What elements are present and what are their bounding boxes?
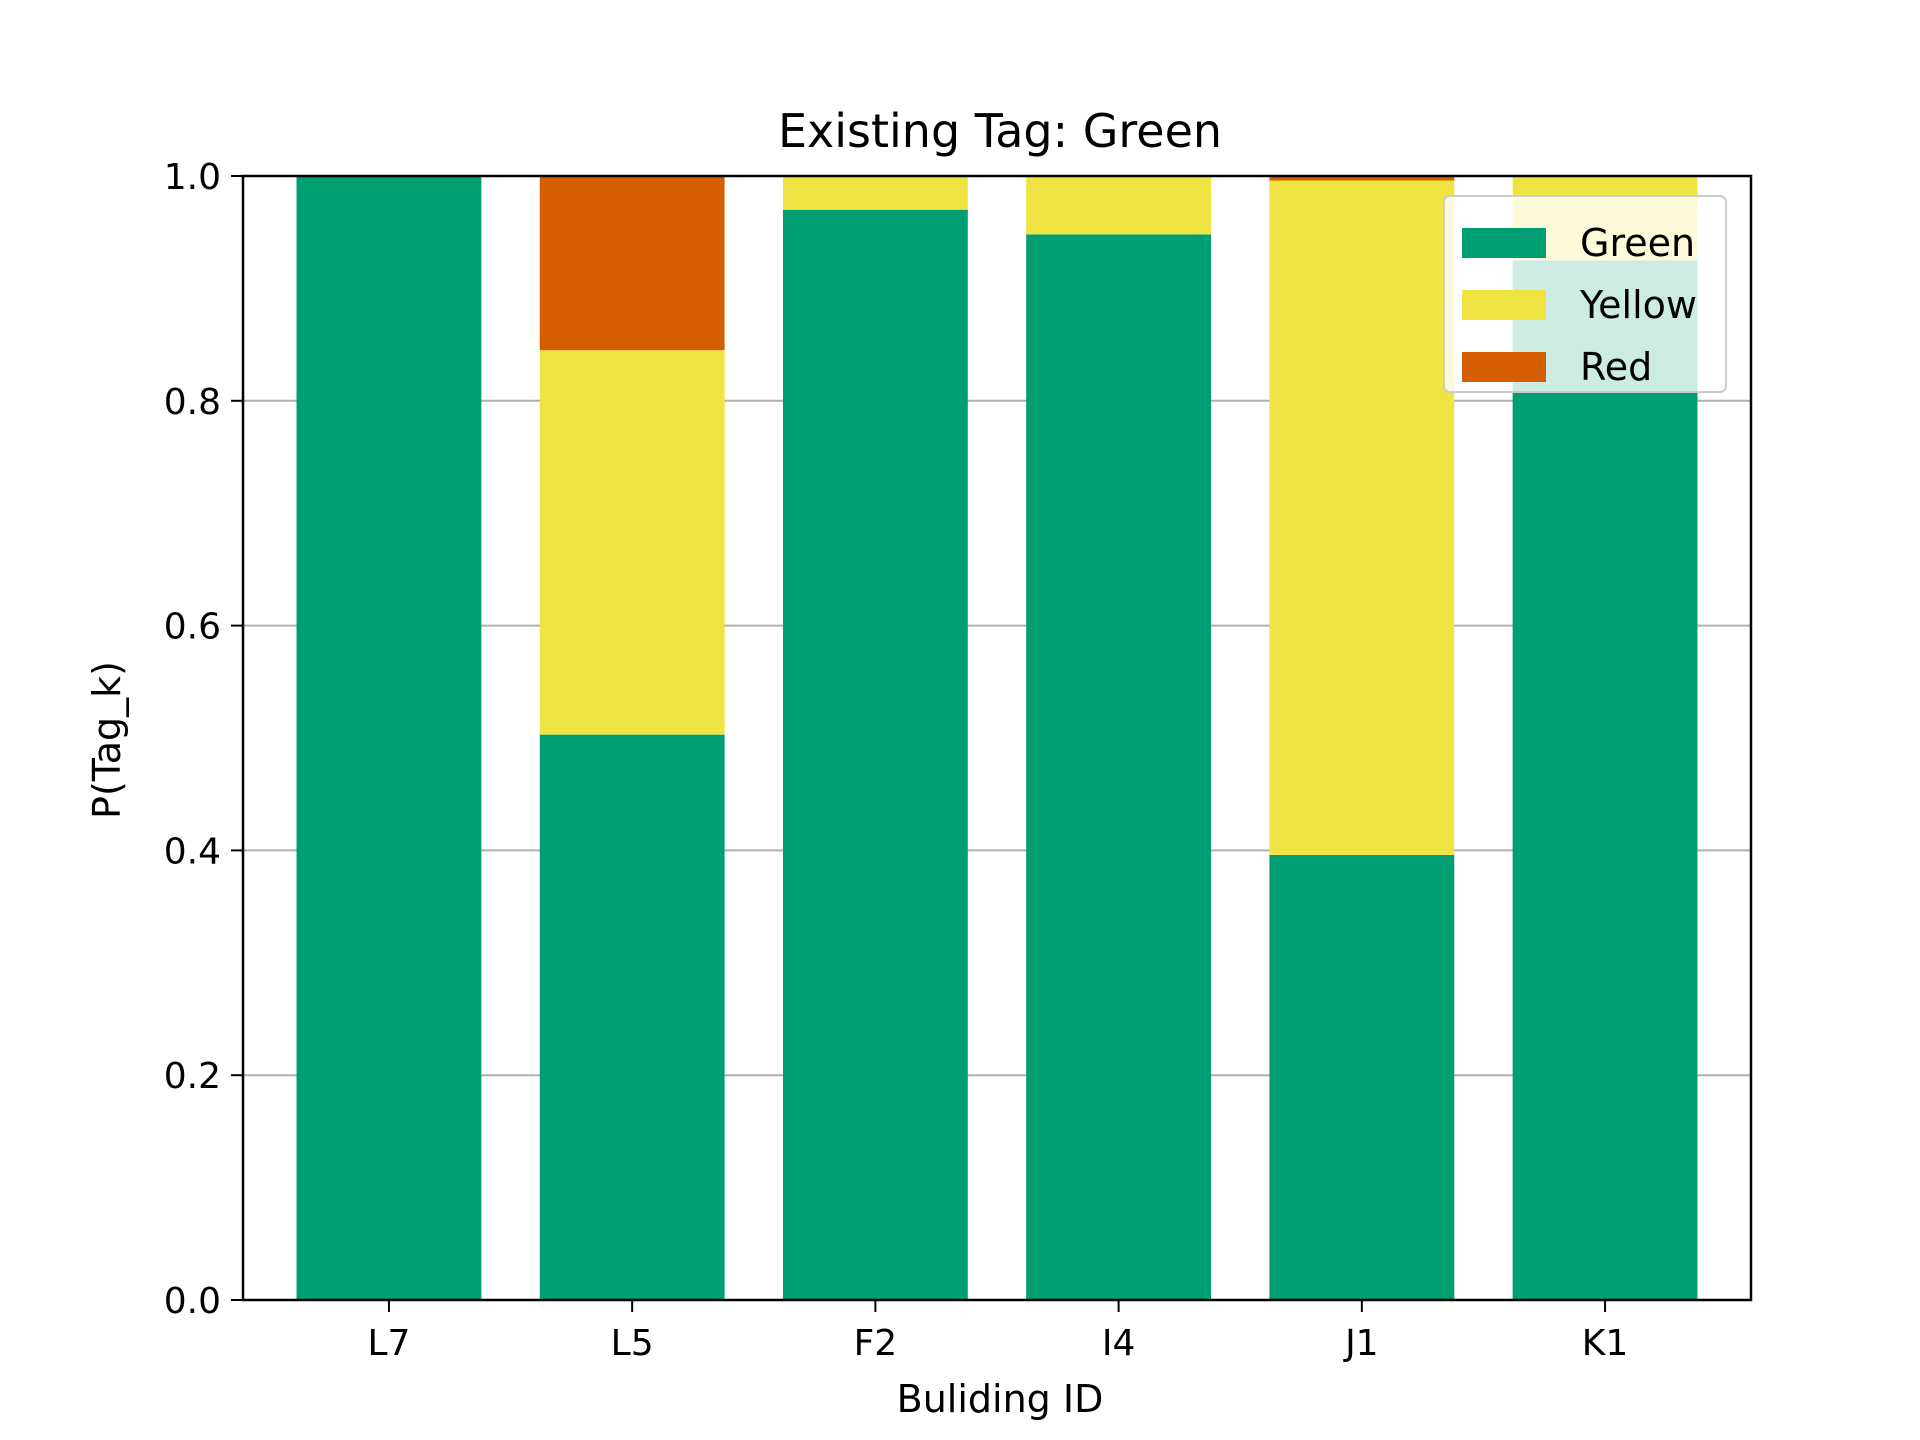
y-tick-label: 0.2 <box>164 1056 221 1097</box>
x-tick-label: K1 <box>1582 1323 1629 1364</box>
legend-swatch-red <box>1462 352 1546 382</box>
bar-yellow-f2 <box>782 176 968 210</box>
bar-yellow-l5 <box>539 350 725 735</box>
x-tick-label: L5 <box>611 1323 654 1364</box>
bar-green-i4 <box>1026 234 1212 1300</box>
bar-red-l5 <box>539 176 725 351</box>
x-tick-label: I4 <box>1102 1323 1136 1364</box>
bar-green-j1 <box>1269 854 1455 1300</box>
bar-green-l5 <box>539 734 725 1300</box>
x-axis-label: Buliding ID <box>897 1377 1104 1421</box>
bar-yellow-i4 <box>1026 176 1212 235</box>
legend-label-yellow: Yellow <box>1579 283 1697 327</box>
legend-swatch-yellow <box>1462 290 1546 320</box>
legend-label-red: Red <box>1580 345 1652 389</box>
y-axis-label: P(Tag_k) <box>85 661 129 819</box>
y-tick-label: 0.0 <box>164 1281 221 1322</box>
y-tick-label: 1.0 <box>164 157 221 198</box>
x-tick-label: F2 <box>854 1323 898 1364</box>
legend-label-green: Green <box>1580 221 1695 265</box>
plot-frame <box>241 174 1753 1302</box>
legend: Green Yellow Red <box>1443 195 1727 393</box>
y-tick-label: 0.8 <box>164 382 221 423</box>
bar-red-j1 <box>1269 176 1455 181</box>
bar-green-k1 <box>1512 260 1698 1300</box>
axes: 0.0 0.2 0.4 0.6 0.8 1.0 L7 L5 F2 I4 J1 K1 <box>164 157 1753 1364</box>
x-tick-label: J1 <box>1343 1323 1379 1364</box>
bars <box>296 176 1698 1301</box>
y-tick-label: 0.6 <box>164 607 221 648</box>
bar-yellow-j1 <box>1269 180 1455 855</box>
chart-title: Existing Tag: Green <box>778 104 1222 158</box>
y-tick-label: 0.4 <box>164 831 221 872</box>
legend-swatch-green <box>1462 228 1546 258</box>
bar-green-f2 <box>782 209 968 1301</box>
bar-green-l7 <box>296 176 482 1300</box>
x-tick-label: L7 <box>367 1323 410 1364</box>
